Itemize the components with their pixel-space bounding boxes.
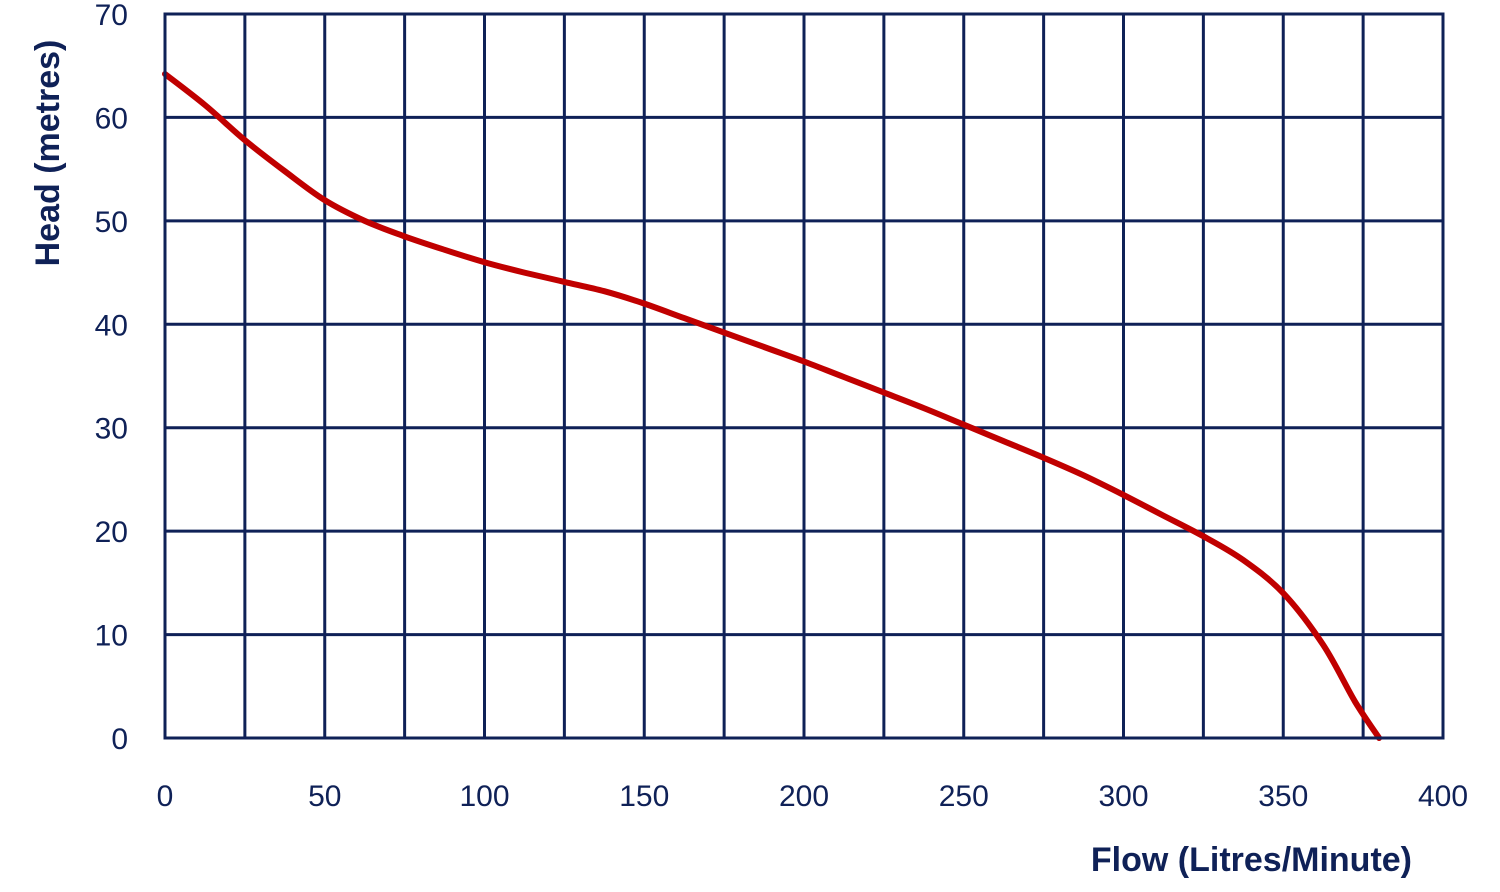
x-axis-title: Flow (Litres/Minute) — [1091, 841, 1412, 879]
y-tick-label: 70 — [95, 0, 128, 32]
x-tick-label: 0 — [157, 780, 174, 813]
y-tick-label: 50 — [95, 206, 128, 239]
x-tick-label: 200 — [779, 780, 829, 813]
series-group — [162, 71, 1383, 741]
y-axis-title: Head (metres) — [29, 40, 67, 267]
x-tick-labels: 0 50 100 150 200 250 300 350 400 — [157, 780, 1468, 813]
y-tick-labels: 0 10 20 30 40 50 60 70 — [95, 0, 128, 756]
x-tick-label: 50 — [308, 780, 341, 813]
plot-area-frame — [163, 12, 1445, 740]
x-tick-label: 250 — [939, 780, 989, 813]
grid-lines — [165, 14, 1443, 738]
y-tick-label: 0 — [111, 723, 128, 756]
x-tick-label: 300 — [1098, 780, 1148, 813]
x-tick-label: 350 — [1258, 780, 1308, 813]
y-tick-label: 60 — [95, 102, 128, 135]
x-tick-label: 400 — [1418, 780, 1468, 813]
y-tick-label: 30 — [95, 413, 128, 446]
y-tick-label: 20 — [95, 516, 128, 549]
y-tick-label: 10 — [95, 620, 128, 653]
x-tick-label: 150 — [619, 780, 669, 813]
y-tick-label: 40 — [95, 309, 128, 342]
x-tick-label: 100 — [459, 780, 509, 813]
series-line — [162, 71, 1383, 741]
